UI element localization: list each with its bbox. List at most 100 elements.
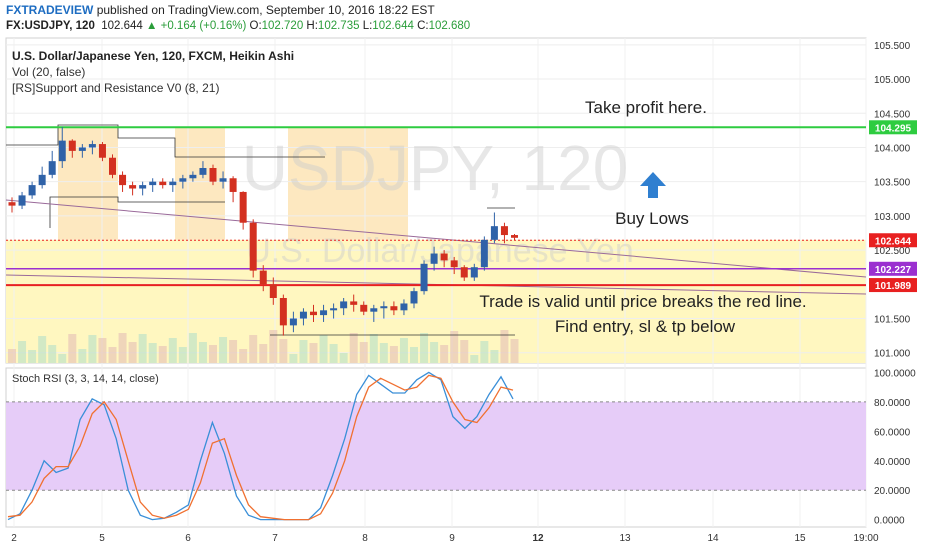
candle-body: [430, 253, 438, 264]
candle-body: [78, 147, 86, 151]
volume-bar: [269, 330, 278, 363]
legend-title: U.S. Dollar/Japanese Yen, 120, FXCM, Hei…: [12, 49, 294, 63]
y-tick-label: 103.500: [874, 178, 911, 189]
quote-line: FX:USDJPY, 120 102.644 ▲ +0.164 (+0.16%)…: [6, 20, 470, 32]
x-tick-label: 8: [362, 533, 368, 544]
y-tick-label: 103.000: [874, 212, 911, 223]
volume-bar: [349, 333, 358, 363]
volume-bar: [480, 341, 489, 363]
volume-bar: [319, 335, 328, 363]
open-value: 102.720: [261, 20, 304, 32]
y-tick-label: 105.500: [874, 41, 911, 52]
candle-body: [380, 306, 388, 309]
volume-bar: [440, 345, 449, 363]
last-price: 102.644: [101, 20, 143, 32]
volume-bar: [78, 349, 87, 363]
resistance-steps: [6, 124, 325, 158]
buy-lows-annotation: Buy Lows: [615, 209, 689, 228]
legend-volume: Vol (20, false): [12, 65, 85, 79]
volume-bar: [58, 354, 67, 363]
volume-bar: [38, 336, 47, 363]
volume-bar: [48, 345, 57, 363]
rsi-tick-label: 0.0000: [874, 516, 905, 527]
candle-body: [511, 235, 518, 238]
x-tick-label: 19:00: [853, 533, 878, 544]
candle-body: [410, 291, 418, 304]
resistance-zone-0: [58, 126, 118, 240]
symbol-label: FX:USDJPY, 120: [6, 20, 95, 32]
low-label: L:: [362, 20, 373, 32]
x-tick-label: 2: [11, 533, 17, 544]
price-tag: [869, 261, 917, 276]
stoch-k-line: [7, 371, 514, 521]
x-tick-label: 6: [185, 533, 191, 544]
stoch-d-line: [7, 374, 514, 521]
x-tick-label: 15: [794, 533, 806, 544]
x-tick-label: 14: [707, 533, 719, 544]
resistance-zone-2: [288, 126, 408, 240]
candle-body: [169, 181, 177, 186]
candle-body: [149, 181, 157, 186]
candle-body: [179, 178, 187, 182]
volume-bar: [299, 340, 308, 363]
volume-bar: [329, 344, 338, 363]
stoch-label: Stoch RSI (3, 3, 14, 14, close): [12, 373, 159, 385]
volume-bar: [259, 344, 268, 363]
volume-bar: [209, 345, 217, 363]
candle-body: [340, 301, 348, 309]
rsi-tick-label: 40.0000: [874, 457, 911, 468]
find-entry-annotation: Find entry, sl & tp below: [555, 317, 736, 336]
volume-bar: [339, 353, 348, 363]
candle-body: [119, 174, 127, 186]
volume-bar: [148, 343, 157, 363]
y-tick-label: 102.500: [874, 246, 911, 257]
volume-bar: [229, 340, 238, 363]
volume-bar: [168, 338, 177, 363]
watermark-symbol: USDJPY, 120: [242, 132, 629, 204]
volume-bar: [289, 354, 298, 363]
candle-body: [350, 301, 358, 305]
x-tick-label: 9: [449, 533, 455, 544]
y-tick-label: 104.500: [874, 109, 911, 120]
volume-bar: [309, 343, 318, 363]
rsi-tick-label: 100.0000: [874, 368, 916, 379]
y-tick-label: 105.000: [874, 75, 911, 86]
y-tick-label: 101.000: [874, 349, 911, 360]
volume-bar: [219, 337, 228, 363]
close-value: 102.680: [428, 20, 471, 32]
rsi-tick-label: 80.0000: [874, 398, 911, 409]
volume-bar: [249, 335, 258, 363]
price-tag-label: 104.295: [875, 123, 912, 134]
candle-body: [209, 168, 217, 182]
candle-body: [88, 144, 96, 148]
brand-name[interactable]: FXTRADEVIEW: [6, 3, 94, 17]
x-tick-label: 5: [99, 533, 105, 544]
volume-bar: [460, 340, 469, 363]
candle-body: [400, 303, 408, 311]
candle-body: [360, 304, 368, 312]
rsi-tick-label: 20.0000: [874, 486, 911, 497]
price-tag-label: 102.227: [875, 265, 912, 276]
candle-body: [219, 178, 227, 182]
volume-bar: [369, 334, 378, 363]
volume-bar: [88, 335, 97, 363]
volume-bar: [500, 330, 509, 363]
candle-body: [38, 174, 46, 186]
high-label: H:: [306, 20, 318, 32]
descending-trend-line: [5, 199, 867, 278]
price-tag-label: 101.989: [875, 281, 912, 292]
candle-body: [58, 140, 66, 162]
high-value: 102.735: [317, 20, 360, 32]
low-value: 102.644: [372, 20, 414, 32]
candle-body: [199, 168, 207, 175]
volume-bar: [178, 347, 187, 363]
trade-valid-annotation: Trade is valid until price breaks the re…: [479, 292, 806, 311]
candle-body: [480, 239, 488, 268]
candle-body: [8, 202, 16, 206]
candle-body: [98, 144, 106, 158]
candle-body: [500, 226, 508, 236]
volume-bar: [198, 342, 207, 363]
candle-body: [48, 161, 56, 175]
